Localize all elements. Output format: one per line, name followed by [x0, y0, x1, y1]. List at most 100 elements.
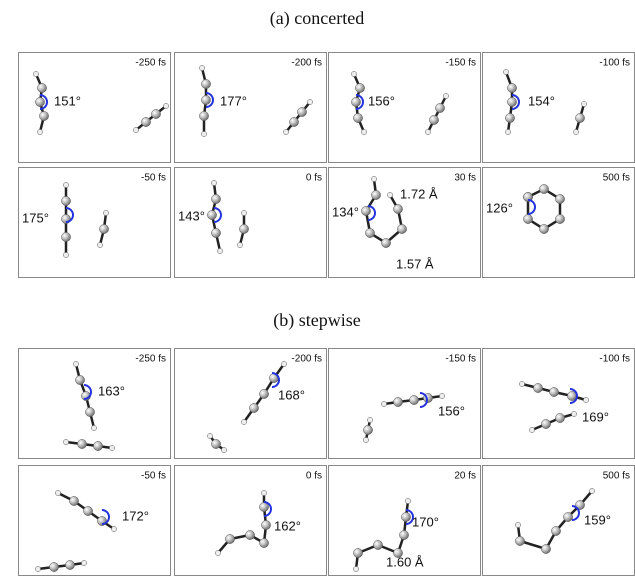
hydrogen — [283, 129, 288, 134]
hydrogen — [109, 445, 114, 450]
angle-label: 162° — [274, 518, 301, 533]
carbon — [539, 224, 548, 233]
hydrogen — [97, 242, 102, 247]
panel: 0 fs 143° — [175, 168, 327, 278]
hydrogen — [261, 490, 266, 495]
time-label: -200 fs — [291, 354, 322, 365]
time-label: -150 fs — [445, 354, 476, 365]
carbon — [365, 228, 374, 237]
carbon — [65, 560, 74, 569]
hydrogen — [63, 182, 68, 187]
panel: 30 fs134°1.72 Å1.57 Å — [329, 168, 481, 278]
carbon — [151, 109, 160, 118]
distance-label: 1.60 Å — [386, 554, 424, 569]
carbon — [371, 190, 380, 199]
carbon — [211, 439, 220, 448]
carbon — [259, 538, 268, 547]
time-label: -250 fs — [135, 58, 166, 69]
panel: 0 fs162° — [175, 466, 327, 576]
angle-label: 159° — [584, 512, 611, 527]
carbon — [533, 383, 542, 392]
carbon — [399, 530, 408, 539]
carbon — [199, 111, 208, 120]
angle-label: 175° — [22, 210, 49, 225]
hydrogen — [35, 566, 40, 571]
carbon — [239, 224, 248, 233]
carbon — [37, 83, 46, 92]
panel-frame — [19, 349, 171, 459]
carbon — [551, 526, 560, 535]
section-title: (a) concerted — [270, 8, 364, 29]
angle-label: 169° — [582, 409, 609, 424]
hydrogen — [221, 447, 226, 452]
hydrogen — [199, 65, 204, 70]
time-label: 30 fs — [454, 173, 476, 184]
hydrogen — [73, 361, 78, 366]
carbon — [249, 403, 258, 412]
carbon — [555, 413, 564, 422]
carbon — [563, 512, 572, 521]
hydrogen — [381, 401, 386, 406]
distance-label: 1.57 Å — [396, 256, 434, 271]
hydrogen — [201, 131, 206, 136]
carbon — [541, 419, 550, 428]
angle-label: 134° — [332, 204, 359, 219]
hydrogen — [63, 439, 68, 444]
carbon — [575, 113, 584, 122]
hydrogen — [207, 433, 212, 438]
carbon — [507, 83, 516, 92]
carbon — [211, 228, 220, 237]
angle-label: 151° — [54, 93, 81, 108]
time-label: -50 fs — [141, 471, 166, 482]
panel: -250 fs163° — [19, 349, 171, 459]
carbon — [99, 224, 108, 233]
hydrogen — [371, 176, 376, 181]
hydrogen — [425, 129, 430, 134]
hydrogen — [503, 69, 508, 74]
carbon — [355, 83, 364, 92]
hydrogen — [241, 419, 246, 424]
panel-frame — [175, 349, 327, 459]
carbon — [245, 530, 254, 539]
angle-label: 172° — [122, 508, 149, 523]
angle-label: 143° — [178, 208, 205, 223]
time-label: 500 fs — [603, 173, 630, 184]
hydrogen — [81, 560, 86, 565]
carbon — [373, 540, 382, 549]
time-label: -50 fs — [141, 173, 166, 184]
hydrogen — [353, 566, 358, 571]
panel: 500 fs126° — [483, 168, 635, 278]
carbon — [261, 520, 270, 529]
hydrogen — [405, 498, 410, 503]
time-label: 0 fs — [306, 173, 322, 184]
carbon — [75, 375, 84, 384]
hydrogen — [163, 103, 168, 108]
figure: (a) concerted (b) stepwise -250 fs151°-2… — [0, 0, 635, 576]
carbon — [201, 95, 210, 104]
carbon — [353, 113, 362, 122]
panel: 500 fs159° — [483, 466, 635, 576]
angle-label: 163° — [98, 383, 125, 398]
hydrogen — [443, 93, 448, 98]
carbon — [539, 184, 548, 193]
panel-frame — [329, 53, 481, 163]
carbon — [35, 97, 44, 106]
hydrogen — [111, 526, 116, 531]
carbon — [505, 113, 514, 122]
hydrogen — [505, 129, 510, 134]
carbon — [49, 562, 58, 571]
carbon — [409, 395, 418, 404]
carbon — [397, 224, 406, 233]
carbon — [361, 206, 370, 215]
hydrogen — [589, 488, 594, 493]
panel: -200 fs177° — [175, 53, 327, 163]
hydrogen — [33, 71, 38, 76]
angle-label: 170° — [412, 514, 439, 529]
panel-frame — [175, 466, 327, 576]
hydrogen — [581, 101, 586, 106]
